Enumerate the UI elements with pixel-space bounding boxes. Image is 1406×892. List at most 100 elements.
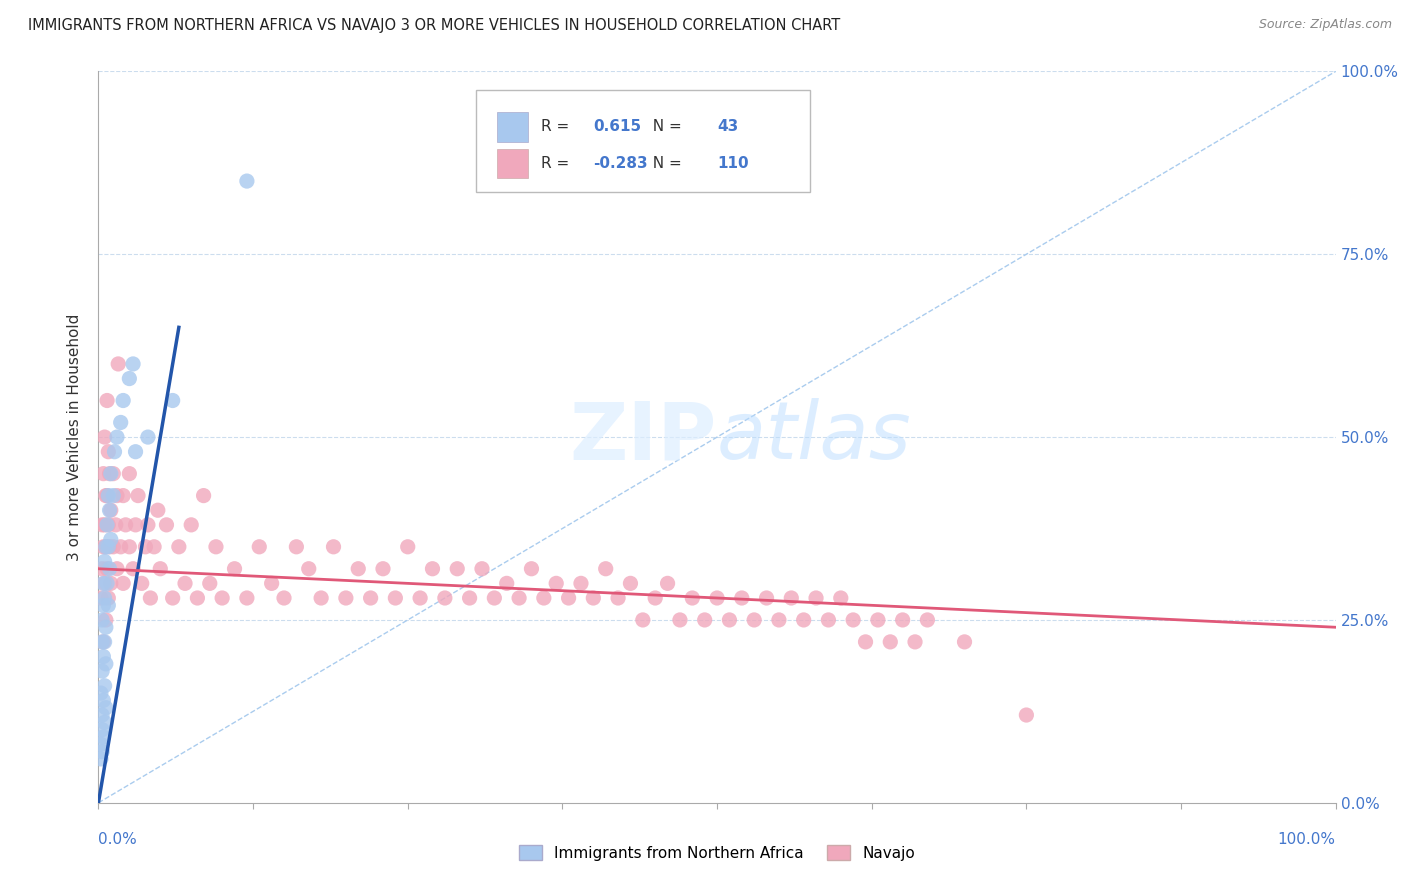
Point	[619, 576, 641, 591]
Point	[97, 599, 120, 613]
Point	[371, 562, 394, 576]
Point	[706, 591, 728, 605]
Point	[91, 745, 114, 759]
Point	[755, 591, 778, 605]
Point	[100, 503, 122, 517]
Point	[93, 649, 115, 664]
Point	[91, 708, 114, 723]
Point	[904, 635, 927, 649]
Point	[205, 540, 228, 554]
Text: Source: ZipAtlas.com: Source: ZipAtlas.com	[1258, 18, 1392, 31]
Point	[520, 562, 543, 576]
Point	[742, 613, 765, 627]
Point	[112, 489, 135, 503]
Point	[693, 613, 716, 627]
Point	[180, 517, 202, 532]
Point	[97, 444, 120, 458]
Point	[471, 562, 494, 576]
Text: R =: R =	[541, 156, 575, 171]
Point	[384, 591, 406, 605]
Point	[104, 517, 127, 532]
Point	[97, 540, 120, 554]
Point	[107, 357, 129, 371]
Text: atlas: atlas	[717, 398, 912, 476]
Point	[360, 591, 382, 605]
Point	[124, 517, 146, 532]
Point	[917, 613, 939, 627]
Point	[582, 591, 605, 605]
Point	[780, 591, 803, 605]
Point	[891, 613, 914, 627]
Point	[94, 657, 117, 671]
Point	[100, 533, 122, 547]
Point	[98, 503, 121, 517]
Point	[94, 489, 117, 503]
Point	[793, 613, 815, 627]
Point	[90, 737, 112, 751]
Point	[97, 591, 120, 605]
Point	[94, 613, 117, 627]
Point	[595, 562, 617, 576]
Point	[96, 393, 118, 408]
Point	[422, 562, 444, 576]
Point	[98, 562, 121, 576]
Point	[93, 554, 115, 568]
Point	[93, 576, 115, 591]
Point	[669, 613, 692, 627]
Point	[607, 591, 630, 605]
Point	[100, 467, 122, 481]
Point	[90, 752, 112, 766]
Point	[93, 467, 115, 481]
Point	[484, 591, 506, 605]
Point	[91, 613, 114, 627]
Point	[110, 540, 132, 554]
Point	[96, 576, 118, 591]
Point	[91, 517, 114, 532]
Point	[146, 503, 169, 517]
Point	[93, 517, 115, 532]
Point	[139, 591, 162, 605]
Point	[446, 562, 468, 576]
Text: 43: 43	[717, 120, 738, 135]
Point	[96, 489, 118, 503]
Point	[162, 591, 184, 605]
Point	[409, 591, 432, 605]
Point	[136, 430, 159, 444]
Point	[93, 730, 115, 744]
Point	[105, 489, 128, 503]
Point	[103, 444, 125, 458]
Point	[91, 723, 114, 737]
Point	[186, 591, 208, 605]
Point	[100, 576, 122, 591]
Point	[236, 591, 259, 605]
Point	[546, 576, 568, 591]
Point	[533, 591, 555, 605]
Point	[149, 562, 172, 576]
Point	[94, 540, 117, 554]
Point	[114, 517, 136, 532]
Point	[93, 693, 115, 707]
Text: 0.0%: 0.0%	[98, 832, 138, 847]
Point	[347, 562, 370, 576]
Point	[224, 562, 246, 576]
Point	[143, 540, 166, 554]
Point	[91, 664, 114, 678]
Point	[105, 562, 128, 576]
Point	[879, 635, 901, 649]
Point	[830, 591, 852, 605]
Point	[167, 540, 190, 554]
Point	[285, 540, 308, 554]
Point	[93, 715, 115, 730]
Point	[298, 562, 321, 576]
Point	[90, 591, 112, 605]
Text: N =: N =	[643, 120, 686, 135]
Text: 0.615: 0.615	[593, 120, 641, 135]
Point	[458, 591, 481, 605]
Point	[93, 591, 115, 605]
Y-axis label: 3 or more Vehicles in Household: 3 or more Vehicles in Household	[67, 313, 83, 561]
Point	[236, 174, 259, 188]
Point	[112, 393, 135, 408]
Text: IMMIGRANTS FROM NORTHERN AFRICA VS NAVAJO 3 OR MORE VEHICLES IN HOUSEHOLD CORREL: IMMIGRANTS FROM NORTHERN AFRICA VS NAVAJ…	[28, 18, 841, 33]
Text: ZIP: ZIP	[569, 398, 717, 476]
Point	[1015, 708, 1038, 723]
